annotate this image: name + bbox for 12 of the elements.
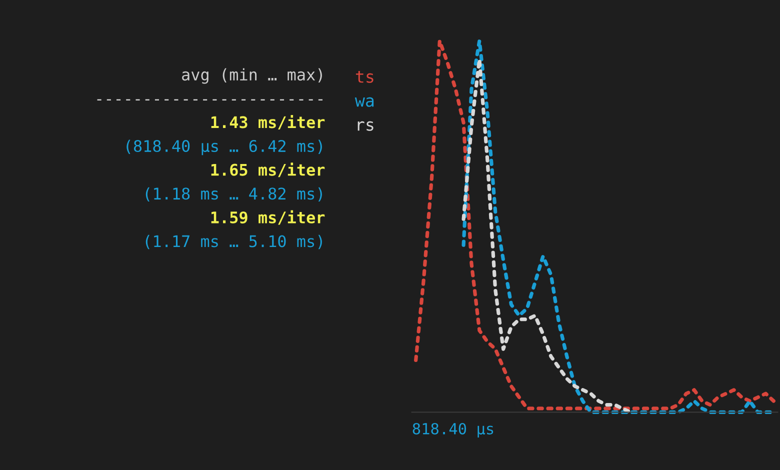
text: ts [356,70,374,83]
text: avg (min … max) [182,68,322,84]
text: 1.59 ms/iter [211,210,325,225]
text: (1.18 ms … 4.82 ms) [146,187,322,202]
text: (1.17 ms … 5.10 ms) [146,234,322,250]
text: (818.40 µs … 6.42 ms) [126,140,322,156]
text: 1.65 ms/iter [211,162,325,178]
text: 1.43 ms/iter [211,115,325,130]
text: ------------------------ [97,99,322,101]
text: wa [354,97,374,107]
x-axis-title: 818.40 µs [412,422,494,438]
text: rs [358,121,374,131]
